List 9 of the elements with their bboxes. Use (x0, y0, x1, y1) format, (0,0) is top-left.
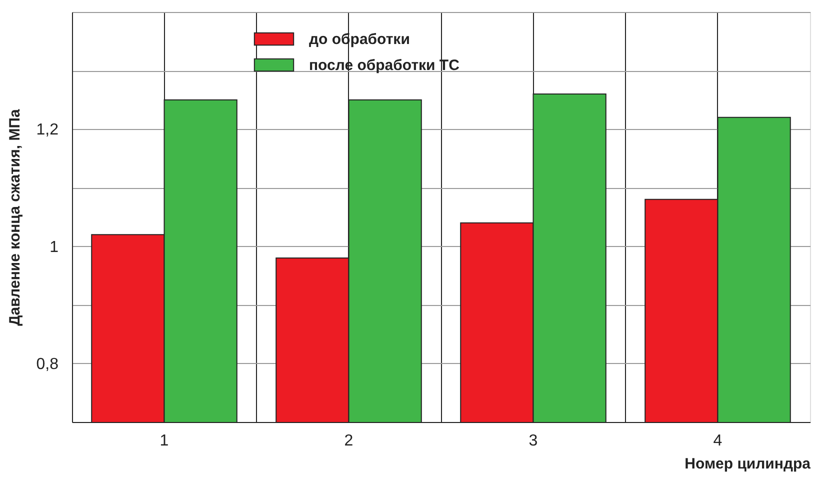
x-tick-label: 2 (344, 432, 354, 450)
x-tick-label: 4 (713, 432, 722, 450)
y-tick-label: 0,8 (36, 356, 59, 373)
y-tick-label: 1 (50, 238, 59, 256)
x-tick-label: 3 (528, 432, 538, 450)
y-axis-title: Давление конца сжатия, МПа (6, 108, 24, 326)
x-axis-title: Номер цилиндра (684, 456, 812, 472)
x-tick-label: 1 (160, 432, 169, 450)
y-tick-label: 1,2 (36, 122, 59, 139)
